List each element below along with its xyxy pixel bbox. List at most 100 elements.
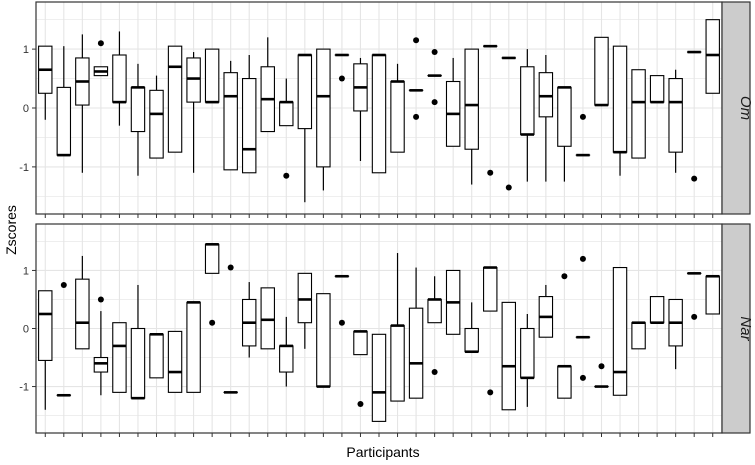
box-participant-33 (631, 321, 646, 350)
iqr-box (371, 333, 387, 422)
y-tick-label: 1 (23, 44, 29, 56)
y-tick-label: -1 (19, 162, 29, 174)
iqr-box (279, 345, 294, 373)
box-participant-27 (520, 49, 535, 182)
box-participant-26 (501, 301, 517, 411)
box-participant-24 (464, 302, 479, 354)
box-participant-32 (612, 266, 628, 396)
outlier-point (691, 175, 698, 182)
iqr-box (464, 48, 479, 150)
box-participant-21 (408, 37, 424, 120)
box-participant-12 (241, 282, 257, 358)
y-tick-label: 1 (23, 265, 29, 277)
outlier-point (209, 319, 216, 326)
box-participant-10 (204, 243, 220, 326)
box-participant-23 (445, 269, 461, 335)
y-axis-title: Zscores (3, 205, 19, 255)
strip-background (721, 1, 751, 215)
box-participant-2 (56, 46, 72, 157)
box-participant-11 (223, 264, 238, 394)
iqr-box (260, 287, 275, 350)
facet-panels: -1 0 1 Om -1 0 1 Nar (19, 1, 754, 437)
iqr-box (38, 290, 53, 361)
box-participant-11 (223, 60, 238, 171)
box-participant-16 (316, 48, 331, 191)
iqr-box (520, 66, 535, 136)
iqr-box (483, 266, 498, 312)
box-participant-29 (557, 273, 572, 399)
outlier-point (97, 40, 104, 47)
iqr-box (149, 333, 164, 379)
iqr-box (167, 330, 183, 393)
iqr-box (631, 69, 646, 159)
box-participant-3 (75, 34, 90, 173)
iqr-box (520, 327, 535, 379)
box-participant-8 (167, 45, 183, 153)
strip-background (721, 223, 751, 434)
outlier-point (487, 169, 494, 176)
iqr-box (56, 86, 72, 156)
iqr-box (631, 322, 646, 350)
box-participant-4 (93, 296, 109, 396)
outlier-point (487, 389, 494, 396)
iqr-box (427, 298, 442, 324)
outlier-point (227, 264, 234, 271)
box-participant-22 (427, 276, 442, 376)
outlier-point (431, 99, 438, 106)
box-participant-13 (260, 37, 275, 133)
iqr-box (668, 78, 683, 153)
iqr-box (112, 322, 127, 393)
box-participant-14 (279, 78, 294, 179)
outlier-point (413, 37, 420, 44)
box-participant-14 (279, 316, 294, 387)
iqr-box (297, 272, 313, 324)
iqr-box (390, 325, 405, 402)
iqr-box (353, 330, 368, 356)
box-participant-7 (149, 333, 164, 379)
box-participant-17 (334, 274, 350, 326)
box-participant-31 (594, 363, 609, 388)
iqr-box (149, 89, 164, 159)
box-participant-20 (390, 63, 405, 153)
iqr-box (241, 78, 257, 174)
box-participant-22 (427, 49, 442, 106)
y-tick-label: 0 (23, 103, 29, 115)
box-participant-36 (686, 272, 702, 320)
box-participant-19 (371, 333, 387, 422)
box-participant-6 (130, 284, 146, 400)
box-participant-15 (297, 272, 313, 349)
outlier-point (579, 255, 586, 262)
outlier-point (691, 313, 698, 320)
box-participant-37 (705, 19, 720, 94)
box-participant-3 (75, 255, 90, 350)
box-participant-21 (408, 267, 424, 399)
box-participant-20 (390, 253, 405, 402)
box-participant-1 (38, 290, 53, 410)
facet-panel-nar: -1 0 1 Nar (19, 223, 754, 437)
box-participant-25 (483, 44, 498, 176)
outlier-point (431, 49, 438, 56)
iqr-box (705, 19, 720, 94)
box-participant-28 (538, 284, 554, 338)
iqr-box (612, 266, 628, 396)
box-participant-15 (297, 53, 313, 203)
box-participant-34 (649, 296, 665, 324)
box-participant-28 (538, 55, 554, 182)
box-participant-8 (167, 330, 183, 393)
box-participant-23 (445, 57, 461, 147)
iqr-box (112, 54, 127, 103)
iqr-box (594, 36, 609, 106)
box-participant-9 (186, 301, 201, 393)
iqr-box (75, 278, 90, 350)
outlier-point (357, 400, 364, 407)
outlier-point (338, 319, 345, 326)
outlier-point (97, 296, 104, 303)
iqr-box (223, 72, 238, 171)
box-participant-7 (149, 75, 164, 159)
outlier-point (60, 281, 67, 288)
box-participant-12 (241, 55, 257, 174)
box-participant-29 (557, 86, 572, 182)
iqr-box (186, 301, 201, 393)
box-participant-35 (668, 298, 683, 370)
